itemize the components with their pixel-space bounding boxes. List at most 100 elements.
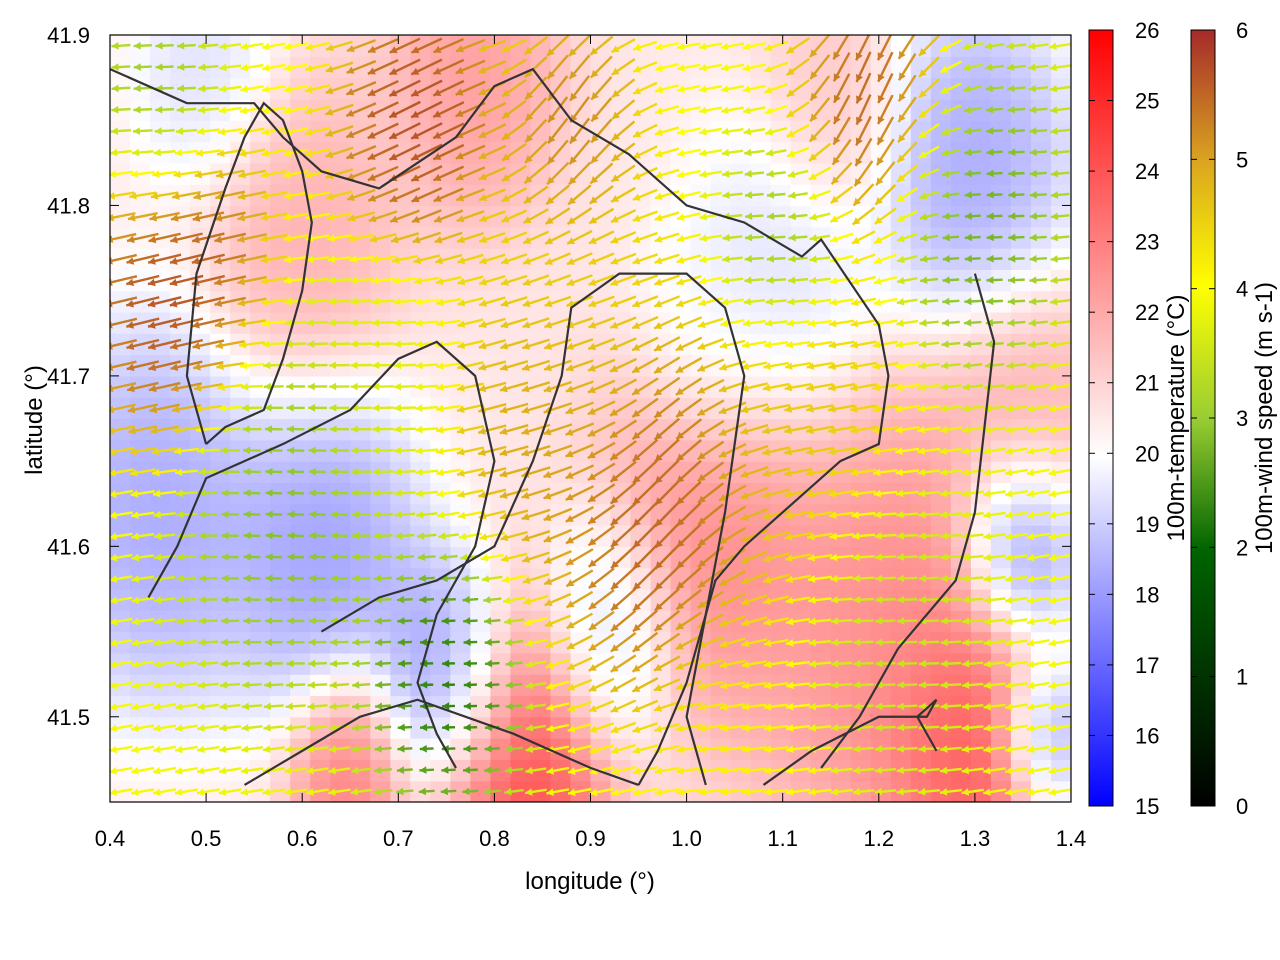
temperature-cell	[470, 439, 491, 462]
temperature-cell	[230, 290, 251, 313]
temperature-cell	[790, 141, 812, 164]
temperature-cell	[470, 397, 491, 420]
temperature-cell	[510, 98, 532, 121]
temperature-cell	[990, 418, 1012, 441]
temperature-cell	[730, 716, 752, 739]
temperature-cell	[210, 652, 231, 675]
temperature-cell	[530, 120, 552, 143]
temperature-cell	[490, 311, 512, 334]
temperature-cell	[270, 759, 291, 782]
temperature-cell	[670, 397, 692, 420]
temperature-cell	[550, 525, 572, 547]
temperature-cell	[550, 546, 572, 569]
temperature-cell	[290, 120, 311, 143]
temperature-cell	[190, 226, 211, 249]
temperature-cell	[530, 269, 552, 292]
temperature-cell	[710, 226, 732, 249]
temperature-cell	[230, 546, 251, 569]
temperature-cell	[650, 461, 672, 484]
temperature-cell	[710, 333, 732, 356]
temperature-cell	[650, 482, 672, 505]
temperature-cell	[430, 695, 451, 718]
temperature-cell	[510, 269, 532, 292]
temperature-cell	[670, 482, 692, 505]
temperature-cell	[950, 77, 972, 100]
temperature-cell	[510, 290, 532, 313]
temperature-cell	[530, 631, 552, 654]
x-tick-label: 1.2	[864, 826, 895, 851]
temperature-cell	[450, 780, 471, 802]
temperature-cell	[230, 716, 251, 739]
temperature-cell	[250, 77, 271, 100]
temperature-cell	[770, 397, 792, 420]
colorbar-tick-label: 20	[1135, 441, 1159, 466]
temperature-cell	[730, 695, 752, 718]
colorbar-tick-label: 21	[1135, 371, 1159, 396]
colorbar-tick-label: 19	[1135, 512, 1159, 537]
temperature-cell	[470, 184, 491, 207]
temperature-cell	[530, 354, 552, 377]
temperature-cell	[910, 77, 932, 100]
temperature-cell	[950, 588, 972, 611]
temperature-cell	[250, 503, 271, 526]
temperature-cell	[550, 141, 572, 164]
temperature-cell	[270, 205, 291, 228]
temperature-cell	[670, 567, 692, 590]
temperature-cell	[870, 162, 892, 185]
temperature-cell	[630, 205, 652, 228]
temperature-cell	[250, 738, 271, 760]
temperature-cell	[730, 610, 752, 633]
temperature-cell	[510, 503, 532, 526]
temperature-cell	[890, 141, 912, 164]
temperature-cell	[390, 205, 411, 228]
temperature-cell	[630, 333, 652, 356]
temperature-cell	[630, 546, 652, 569]
temperature-cell	[890, 120, 912, 143]
temperature-cell	[230, 311, 251, 334]
temperature-cell	[490, 418, 512, 441]
temperature-cell	[730, 35, 752, 57]
temperature-cell	[870, 226, 892, 249]
temperature-cell	[210, 780, 231, 802]
temperature-cell	[750, 610, 772, 633]
x-tick-label: 0.8	[479, 826, 510, 851]
temperature-cell	[250, 567, 271, 590]
colorbar-tick-label: 15	[1135, 794, 1159, 819]
temperature-cell	[550, 652, 572, 675]
temperature-cell	[670, 503, 692, 526]
temperature-cell	[550, 631, 572, 654]
temperature-cell	[470, 56, 491, 79]
temperature-cell	[770, 120, 792, 143]
temperature-cell	[670, 525, 692, 547]
x-tick-label: 1.1	[767, 826, 798, 851]
temperature-cell	[470, 248, 491, 270]
temperature-cell	[750, 439, 772, 462]
x-axis-label: longitude (°)	[525, 868, 655, 895]
temperature-cell	[550, 290, 572, 313]
colorbar-tick-label: 26	[1135, 18, 1159, 43]
temperature-cell	[670, 588, 692, 611]
temperature-cell	[490, 738, 512, 760]
temperature-cell	[530, 35, 552, 57]
temperature-cell	[450, 205, 471, 228]
temperature-cell	[710, 652, 732, 675]
temperature-cell	[250, 35, 271, 57]
temperature-cell	[690, 120, 712, 143]
temperature-cell	[470, 290, 491, 313]
temperature-cell	[650, 269, 672, 292]
temperature-cell	[970, 738, 992, 760]
colorbar-tick-label: 16	[1135, 723, 1159, 748]
temperature-cell	[490, 269, 512, 292]
temperature-cell	[750, 375, 772, 398]
temperature-cell	[250, 205, 271, 228]
temperature-cell	[210, 610, 231, 633]
colorbar-tick-label: 25	[1135, 89, 1159, 114]
colorbar-tick-label: 24	[1135, 159, 1159, 184]
temperature-cell	[770, 588, 792, 611]
temperature-cell	[490, 354, 512, 377]
temperature-cell	[490, 567, 512, 590]
temperature-cell	[950, 205, 972, 228]
temperature-cell	[770, 461, 792, 484]
temperature-cell	[430, 759, 451, 782]
temperature-cell	[390, 98, 411, 121]
